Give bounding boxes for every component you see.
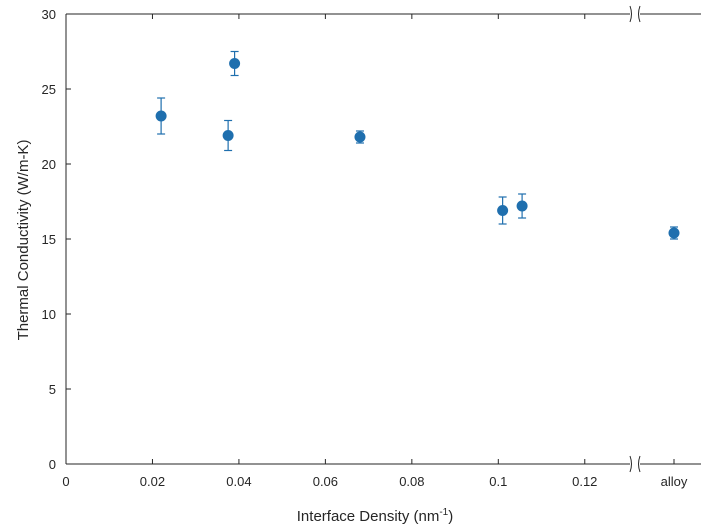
data-point-alloy [668,226,680,240]
axis-break-top-left [629,5,632,23]
y-tick-label: 5 [49,382,56,397]
y-tick-label: 25 [42,82,56,97]
data-marker [155,110,167,122]
data-point [222,119,234,152]
ticks: 0 5 10 15 20 25 30 0 0.02 0.04 0.06 0.08 0.1 0.12 allo… [42,7,688,489]
y-tick-label: 30 [42,7,56,22]
y-tick-label: 20 [42,157,56,172]
data-points [155,50,680,240]
data-marker [222,130,234,141]
x-tick-label: 0.02 [140,474,165,489]
x-tick-label: 0.04 [226,474,251,489]
x-tick-label: 0.08 [399,474,424,489]
x-axis-label-superscript: -1 [439,507,448,518]
y-tick-label: 10 [42,307,56,322]
axes [65,5,701,473]
data-point [354,130,366,144]
data-point [497,196,509,225]
y-tick-label: 0 [49,457,56,472]
data-point [155,97,167,135]
data-marker [229,58,241,69]
x-axis-label-suffix: ) [448,508,453,525]
x-tick-label: 0.06 [313,474,338,489]
x-tick-label-alloy: alloy [661,474,688,489]
x-tick-label: 0.1 [489,474,507,489]
data-point [229,50,241,77]
x-axis-label-main: Interface Density (nm [297,508,440,525]
axis-break-bottom-right [638,455,641,473]
data-marker [668,227,680,239]
x-tick-label: 0 [62,474,69,489]
axis-break-top-right [638,5,641,23]
axis-break-bottom-left [629,455,632,473]
data-marker [516,200,528,212]
y-axis-label: Thermal Conductivity (W/m-K) [15,140,32,341]
data-marker [497,205,509,216]
y-tick-label: 15 [42,232,56,247]
x-axis-label: Interface Density (nm-1) [297,507,453,525]
data-marker [354,131,366,143]
x-tick-label: 0.12 [572,474,597,489]
data-point [516,193,528,219]
